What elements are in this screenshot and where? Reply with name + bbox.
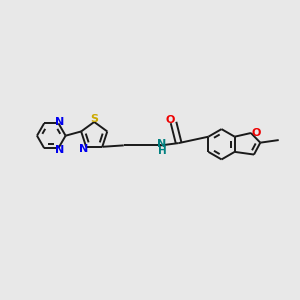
Text: O: O [166,115,175,124]
Text: O: O [251,128,260,138]
Text: N: N [55,145,64,155]
Text: N: N [79,144,88,154]
Text: N: N [158,139,167,149]
Text: H: H [158,146,167,155]
Text: N: N [55,117,64,127]
Text: S: S [90,113,98,124]
